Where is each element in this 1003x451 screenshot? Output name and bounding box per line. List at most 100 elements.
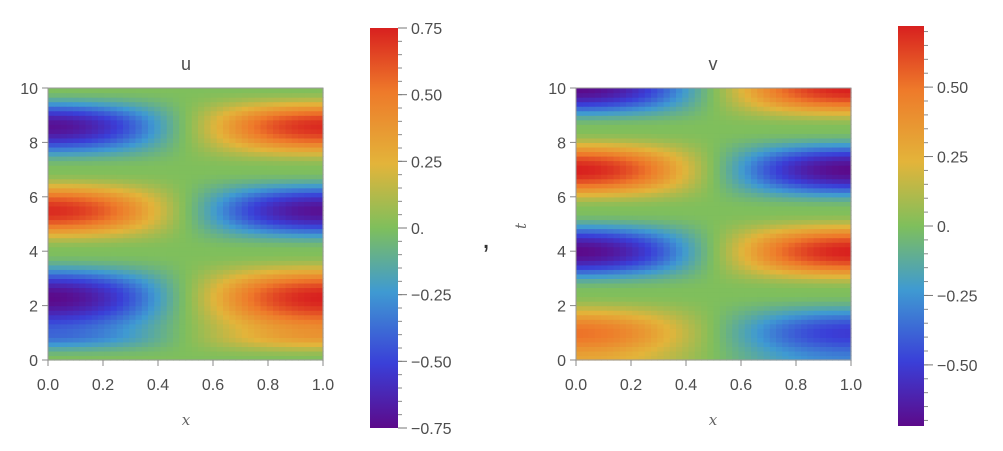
heatmap-cell (248, 169, 255, 175)
heatmap-cell (726, 174, 733, 180)
heatmap-cell (210, 196, 218, 202)
heatmap-cell (254, 346, 262, 352)
heatmap-cell (129, 314, 137, 320)
heatmap-cell (707, 219, 715, 225)
heatmap-cell (298, 228, 305, 234)
heatmap-cell (85, 133, 93, 139)
heatmap-cell (216, 137, 224, 143)
heatmap-cell (273, 192, 280, 198)
heatmap-cell (273, 255, 280, 261)
heatmap-cell (160, 355, 168, 361)
heatmap-cell (216, 296, 224, 302)
heatmap-cell (644, 142, 652, 148)
heatmap-cell (751, 332, 758, 338)
heatmap-cell (135, 273, 143, 279)
heatmap-cell (123, 124, 130, 130)
heatmap-cell (285, 156, 293, 162)
heatmap-cell (116, 273, 124, 279)
heatmap-cell (54, 205, 62, 211)
heatmap-cell (763, 264, 771, 270)
heatmap-cell (285, 169, 293, 175)
heatmap-cell (279, 251, 287, 257)
heatmap-cell (638, 205, 646, 211)
heatmap-cell (60, 260, 68, 266)
heatmap-cell (682, 210, 690, 216)
heatmap-cell (104, 214, 112, 221)
heatmap-cell (273, 88, 280, 94)
heatmap-cell (179, 178, 187, 184)
heatmap-cell (582, 273, 590, 279)
heatmap-cell (701, 323, 708, 329)
heatmap-cell (254, 328, 262, 334)
heatmap-cell (85, 210, 93, 216)
heatmap-cell (782, 133, 790, 139)
heatmap-cell (185, 246, 193, 252)
heatmap-cell (260, 88, 268, 94)
heatmap-cell (763, 219, 771, 225)
heatmap-cell (148, 205, 155, 211)
heatmap-cell (713, 196, 721, 202)
heatmap-cell (601, 233, 608, 239)
heatmap-cell (191, 287, 199, 293)
heatmap-cell (663, 133, 671, 139)
heatmap-cell (235, 137, 243, 143)
heatmap-cell (285, 260, 293, 266)
heatmap-cell (298, 233, 305, 239)
heatmap-cell (844, 292, 852, 298)
heatmap-cell (651, 346, 658, 352)
heatmap-cell (173, 151, 180, 157)
heatmap-cell (763, 273, 771, 279)
heatmap-cell (173, 228, 180, 234)
heatmap-cell (291, 296, 299, 302)
heatmap-cell (223, 205, 230, 211)
heatmap-cell (241, 233, 249, 239)
heatmap-cell (260, 328, 268, 334)
heatmap-cell (191, 210, 199, 216)
heatmap-cell (60, 242, 68, 248)
heatmap-cell (676, 350, 683, 357)
heatmap-cell (110, 246, 118, 252)
heatmap-cell (638, 296, 646, 302)
heatmap-cell (694, 196, 702, 202)
heatmap-cell (701, 341, 708, 347)
heatmap-cell (701, 296, 708, 302)
heatmap-cell (248, 205, 255, 211)
heatmap-cell (619, 219, 627, 225)
heatmap-cell (73, 156, 80, 162)
heatmap-cell (657, 142, 665, 148)
heatmap-cell (694, 219, 702, 225)
heatmap-cell (826, 228, 833, 234)
heatmap-cell (154, 119, 162, 125)
heatmap-cell (632, 133, 640, 139)
heatmap-cell (576, 124, 583, 130)
heatmap-cell (769, 146, 777, 153)
heatmap-cell (732, 242, 740, 248)
heatmap-cell (788, 137, 796, 143)
heatmap-cell (198, 314, 205, 320)
heatmap-cell (626, 169, 633, 175)
heatmap-cell (110, 119, 118, 125)
heatmap-cell (582, 137, 590, 143)
heatmap-cell (248, 328, 255, 334)
heatmap-cell (241, 282, 249, 289)
heatmap-cell (310, 269, 318, 275)
heatmap-cell (813, 205, 821, 211)
heatmap-cell (191, 346, 199, 352)
heatmap-cell (291, 314, 299, 320)
heatmap-cell (838, 228, 846, 234)
heatmap-cell (116, 165, 124, 171)
heatmap-cell (310, 242, 318, 248)
heatmap-cell (260, 201, 268, 207)
heatmap-cell (676, 201, 683, 207)
heatmap-cell (273, 242, 280, 248)
heatmap-cell (676, 314, 683, 320)
heatmap-cell (304, 346, 312, 352)
heatmap-cell (316, 323, 324, 329)
heatmap-cell (235, 160, 243, 166)
heatmap-cell (782, 260, 790, 266)
heatmap-cell (751, 264, 758, 270)
heatmap-cell (582, 233, 590, 239)
heatmap-cell (601, 242, 608, 248)
heatmap-cell (148, 301, 155, 307)
heatmap-cell (607, 301, 615, 307)
